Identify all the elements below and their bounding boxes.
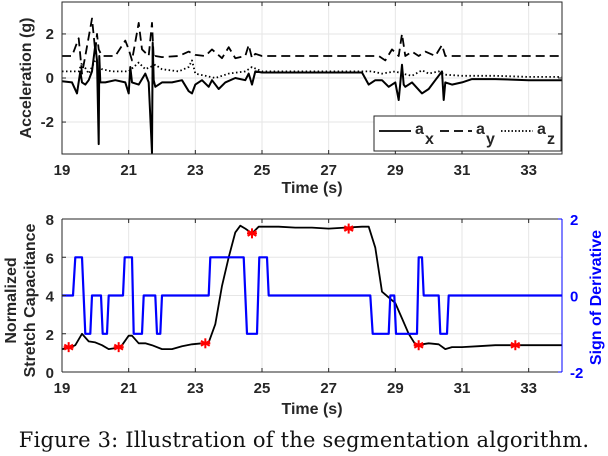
segment-point-marker [510,340,521,351]
legend-label: a [476,121,485,138]
legend-subscript: x [425,131,434,148]
acceleration-x-label: Time (s) [281,180,342,197]
y-tick-label: 2 [46,26,54,43]
y-tick-label: 8 [46,212,54,229]
x-tick-label: 21 [120,162,137,179]
legend-box [373,115,562,152]
series-a-x [61,41,562,154]
acceleration-y-label: Acceleration (g) [18,18,35,139]
x-tick-label: 21 [120,380,137,397]
y-tick-label: 6 [46,250,54,267]
x-tick-label: 29 [387,162,404,179]
x-tick-label: 31 [454,380,471,397]
figure-caption: Figure 3: Illustration of the segmentati… [18,428,590,452]
y-label-line-2: Stretch Capacitance [22,223,39,377]
y2-tick-label: 2 [570,212,578,229]
x-tick-label: 33 [520,380,537,397]
y2-tick-label: 0 [570,289,578,306]
segment-point-marker [63,342,74,353]
legend-label: a [415,121,424,138]
series-stretch-capacitance [61,224,562,351]
acceleration-grid [61,2,562,154]
segment-point-marker [413,340,424,351]
x-tick-label: 27 [320,162,337,179]
y2-tick-label: -2 [570,365,583,382]
segment-point-marker [200,338,211,349]
y-tick-label: 2 [46,327,54,344]
capacitance-chart: 19 21 23 25 27 29 31 33 0 2 4 6 8 -2 0 2 Time (s) Norma… [3,212,605,418]
y-tick-label: 0 [46,365,54,382]
x-tick-label: 23 [187,380,204,397]
x-tick-label: 25 [254,380,271,397]
segment-point-marker [247,228,257,239]
acceleration-ticks: 19 21 23 25 27 29 31 33 -2 0 2 [41,2,562,179]
capacitance-x-label: Time (s) [281,401,342,418]
x-tick-label: 19 [54,380,71,397]
x-tick-label: 33 [520,162,537,179]
acceleration-series [61,17,562,154]
y-tick-label: 4 [46,289,55,306]
segment-point-marker [113,342,124,353]
series-a-z [62,59,562,79]
legend-label: a [537,121,546,138]
y-tick-label: -2 [41,114,54,131]
x-tick-label: 27 [320,380,337,397]
capacitance-series [61,223,562,353]
x-tick-label: 19 [54,162,71,179]
y-tick-label: 0 [46,70,54,87]
legend-subscript: z [547,131,555,148]
segment-point-marker [343,223,354,234]
x-tick-label: 29 [387,380,404,397]
acceleration-chart: 19 21 23 25 27 29 31 33 -2 0 2 Time (s) Accelerati… [18,1,563,197]
y-label-line-1: Normalized [3,257,20,343]
capacitance-y-label: Normalized Stretch Capacitance [3,223,39,377]
derivative-y-label: Sign of Derivative [588,230,605,365]
x-tick-label: 31 [454,162,471,179]
capacitance-ticks: 19 21 23 25 27 29 31 33 0 2 4 6 8 -2 0 2 [46,212,584,397]
series-sign-of-derivative [62,256,562,335]
capacitance-axes-frame [61,218,563,373]
x-tick-label: 23 [187,162,204,179]
legend-subscript: y [486,131,495,148]
x-tick-label: 25 [254,162,271,179]
